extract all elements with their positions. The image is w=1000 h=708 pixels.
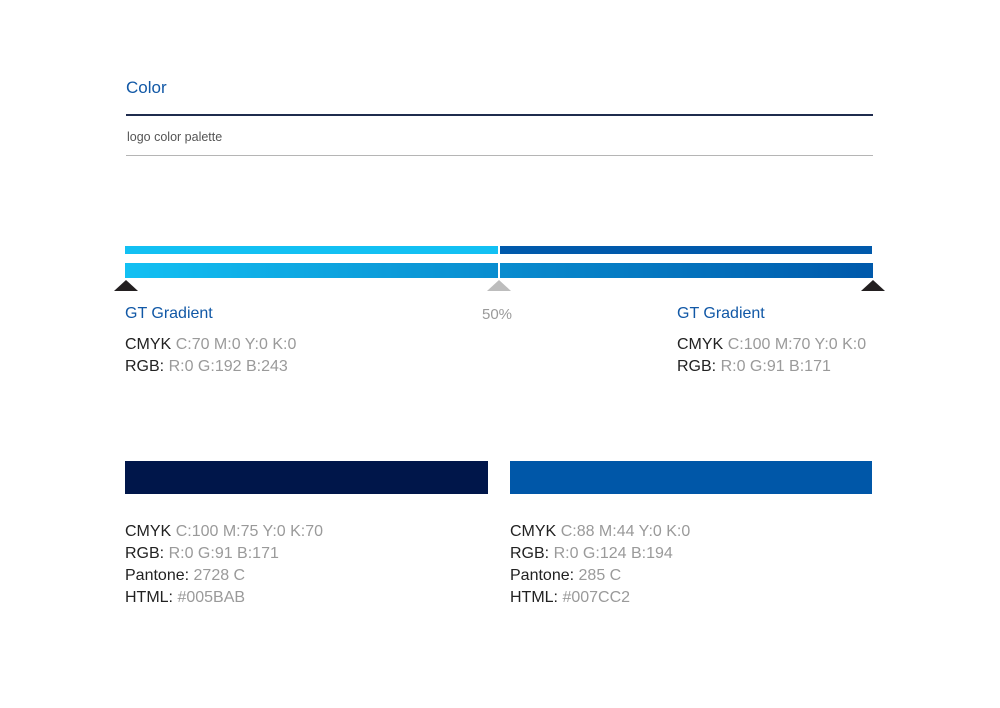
- cmyk-line: CMYK C:100 M:70 Y:0 K:0: [677, 336, 867, 353]
- html-line: HTML: #007CC2: [510, 589, 631, 606]
- swatch-navy: [125, 461, 488, 494]
- swatch-blue: [510, 461, 872, 494]
- gradient-midpoint-marker[interactable]: [487, 280, 511, 291]
- html-line: HTML: #005BAB: [125, 589, 246, 606]
- rgb-line: RGB: R:0 G:192 B:243: [125, 358, 288, 375]
- gradient-start-swatch: [125, 246, 499, 254]
- title-divider: [126, 114, 873, 116]
- pantone-line: Pantone: 285 C: [510, 567, 622, 584]
- gradient-end-stop-marker[interactable]: [861, 280, 885, 291]
- gradient-end-specs: CMYK C:100 M:70 Y:0 K:0 RGB: R:0 G:91 B:…: [677, 334, 866, 378]
- gradient-start-label: GT Gradient: [125, 305, 213, 322]
- rgb-line: RGB: R:0 G:91 B:171: [125, 545, 279, 562]
- rgb-line: RGB: R:0 G:124 B:194: [510, 545, 673, 562]
- cmyk-line: CMYK C:88 M:44 Y:0 K:0: [510, 523, 691, 540]
- gradient-start-stop-marker[interactable]: [114, 280, 138, 291]
- gradient-midpoint-divider: [498, 246, 500, 278]
- swatch-navy-specs: CMYK C:100 M:75 Y:0 K:70 RGB: R:0 G:91 B…: [125, 521, 323, 609]
- gradient-end-swatch: [500, 246, 872, 254]
- gradient-midpoint-label: 50%: [482, 306, 513, 323]
- rgb-line: RGB: R:0 G:91 B:171: [677, 358, 831, 375]
- page-title: Color: [126, 78, 167, 97]
- cmyk-line: CMYK C:70 M:0 Y:0 K:0: [125, 336, 297, 353]
- page-subtitle: logo color palette: [127, 130, 223, 144]
- pantone-line: Pantone: 2728 C: [125, 567, 246, 584]
- cmyk-line: CMYK C:100 M:75 Y:0 K:70: [125, 523, 324, 540]
- subtitle-divider: [126, 155, 873, 156]
- swatch-blue-specs: CMYK C:88 M:44 Y:0 K:0 RGB: R:0 G:124 B:…: [510, 521, 690, 609]
- gradient-end-label: GT Gradient: [677, 305, 765, 322]
- gradient-start-specs: CMYK C:70 M:0 Y:0 K:0 RGB: R:0 G:192 B:2…: [125, 334, 296, 378]
